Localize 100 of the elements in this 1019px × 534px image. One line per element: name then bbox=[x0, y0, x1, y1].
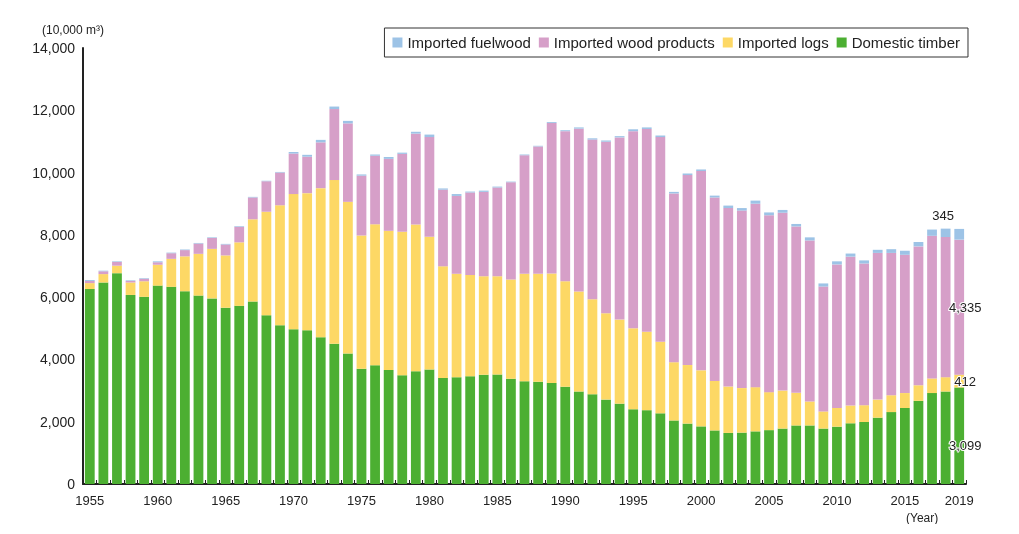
bar bbox=[777, 428, 788, 484]
bar bbox=[709, 197, 720, 381]
bar bbox=[193, 295, 204, 484]
bar bbox=[709, 380, 720, 431]
bar bbox=[696, 370, 706, 427]
bar bbox=[804, 240, 815, 402]
bar bbox=[315, 337, 326, 484]
bar bbox=[872, 252, 883, 400]
bar bbox=[247, 219, 258, 302]
bar bbox=[913, 400, 924, 484]
x-tick-label: 2015 bbox=[890, 493, 920, 508]
bar bbox=[723, 432, 734, 484]
bar bbox=[696, 426, 706, 484]
bar bbox=[506, 279, 516, 379]
bar bbox=[166, 286, 177, 484]
bar bbox=[913, 385, 924, 401]
bar bbox=[899, 393, 910, 409]
bar bbox=[506, 182, 516, 280]
bar bbox=[818, 428, 829, 484]
x-tick-label: 2010 bbox=[822, 493, 852, 508]
bar bbox=[886, 252, 897, 396]
bar bbox=[343, 123, 353, 202]
bar bbox=[845, 423, 856, 484]
legend-label: Imported wood products bbox=[553, 34, 715, 51]
bar bbox=[614, 137, 625, 320]
bar bbox=[397, 153, 408, 232]
bar bbox=[275, 325, 285, 484]
bar bbox=[193, 253, 204, 296]
bar bbox=[329, 109, 340, 181]
bar bbox=[370, 224, 380, 366]
bar bbox=[234, 305, 245, 484]
bar bbox=[709, 430, 720, 484]
y-tick-label: 12,000 bbox=[32, 102, 76, 119]
bar bbox=[641, 331, 652, 411]
bar bbox=[179, 291, 190, 484]
bar bbox=[614, 319, 625, 404]
bar bbox=[533, 381, 543, 484]
bar bbox=[383, 158, 394, 231]
bar bbox=[682, 175, 693, 366]
bar bbox=[383, 230, 394, 371]
bar bbox=[478, 276, 489, 375]
bar bbox=[397, 375, 408, 484]
bar bbox=[845, 253, 856, 257]
bar bbox=[696, 171, 706, 371]
bar bbox=[764, 215, 774, 393]
bar bbox=[764, 392, 774, 431]
y-axis-title: (10,000 m³) bbox=[41, 23, 105, 37]
bar bbox=[492, 276, 503, 375]
y-tick-label: 8,000 bbox=[39, 226, 76, 243]
bar bbox=[84, 289, 95, 484]
bar bbox=[736, 388, 747, 433]
bar bbox=[601, 313, 611, 400]
bar bbox=[628, 131, 639, 329]
bar bbox=[560, 131, 571, 282]
bar bbox=[886, 395, 897, 413]
bar bbox=[220, 307, 231, 484]
bar bbox=[899, 408, 910, 484]
bar bbox=[750, 203, 761, 388]
bar bbox=[872, 399, 883, 418]
bar bbox=[723, 208, 734, 387]
bar bbox=[927, 378, 937, 394]
bar bbox=[519, 381, 530, 484]
bar bbox=[669, 362, 679, 421]
y-tick-label: 0 bbox=[67, 476, 76, 492]
bar bbox=[655, 341, 666, 414]
x-tick-label: 1965 bbox=[211, 493, 241, 508]
bar bbox=[641, 128, 652, 332]
bar bbox=[438, 266, 448, 379]
bar bbox=[791, 425, 802, 484]
x-tick-label: 1980 bbox=[414, 493, 444, 508]
bar bbox=[356, 368, 367, 484]
bar bbox=[139, 281, 150, 297]
bar bbox=[315, 142, 326, 189]
bar bbox=[573, 128, 584, 292]
bar bbox=[356, 235, 367, 369]
bar bbox=[315, 188, 326, 338]
bar bbox=[424, 137, 435, 237]
bar bbox=[601, 399, 611, 484]
bar bbox=[927, 235, 937, 379]
bar bbox=[288, 194, 299, 330]
bar bbox=[261, 181, 272, 212]
bar bbox=[492, 187, 503, 277]
bar bbox=[166, 253, 177, 259]
bar bbox=[179, 250, 190, 257]
bar bbox=[533, 146, 543, 274]
bar bbox=[370, 155, 380, 225]
bar bbox=[506, 378, 516, 484]
x-tick-label: 1970 bbox=[279, 493, 309, 508]
bar bbox=[804, 425, 815, 484]
bar bbox=[519, 273, 530, 382]
bar bbox=[723, 386, 734, 433]
bar bbox=[329, 343, 340, 484]
bar bbox=[859, 422, 870, 484]
bar bbox=[546, 123, 557, 274]
bar bbox=[356, 175, 367, 236]
bar bbox=[546, 383, 557, 484]
bar bbox=[940, 377, 951, 392]
bar bbox=[112, 265, 122, 274]
bar bbox=[261, 315, 272, 484]
bar bbox=[410, 371, 421, 484]
